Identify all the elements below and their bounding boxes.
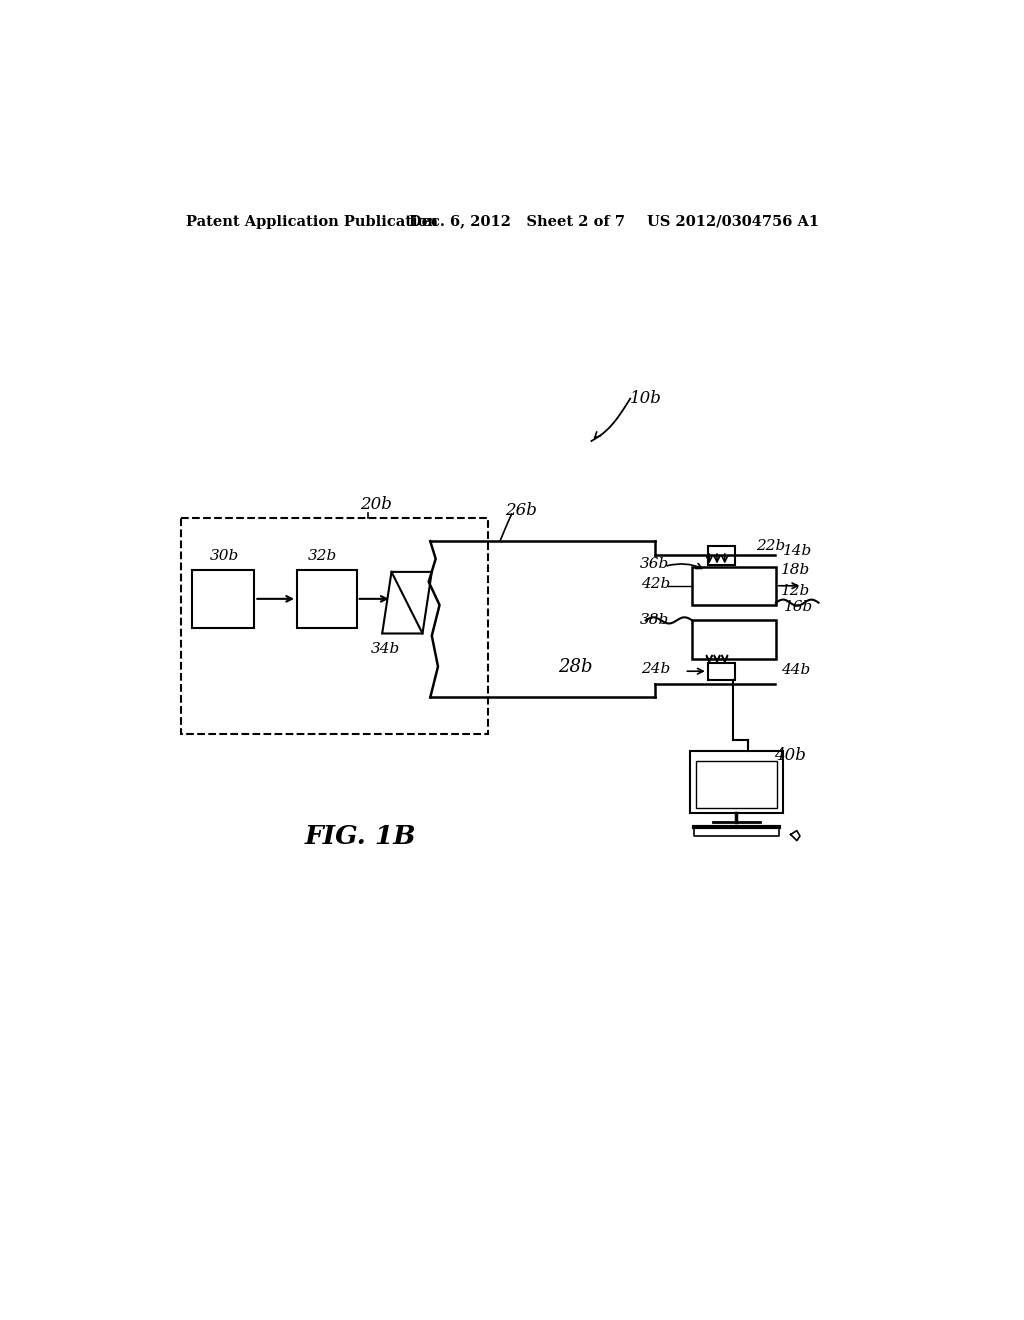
Text: 30b: 30b	[209, 549, 239, 564]
Text: Patent Application Publication: Patent Application Publication	[186, 215, 438, 228]
Text: 40b: 40b	[773, 747, 806, 764]
Text: 34b: 34b	[371, 642, 399, 656]
Bar	[692, 566, 776, 605]
Text: 20b: 20b	[360, 496, 392, 513]
Text: 38b: 38b	[640, 614, 669, 627]
Bar	[696, 762, 776, 808]
Text: 14b: 14b	[783, 544, 812, 558]
Bar	[193, 570, 254, 628]
Bar	[692, 620, 776, 659]
Text: 28b: 28b	[558, 657, 593, 676]
Text: 36b: 36b	[640, 557, 669, 572]
Text: 26b: 26b	[506, 502, 538, 519]
Text: 18b: 18b	[781, 564, 811, 577]
Bar	[690, 751, 783, 813]
Text: 44b: 44b	[781, 664, 811, 677]
Text: 32b: 32b	[308, 549, 337, 564]
Text: 10b: 10b	[630, 391, 663, 407]
Text: FIG. 1B: FIG. 1B	[305, 824, 416, 849]
Text: 12b: 12b	[781, 585, 811, 598]
Bar	[708, 545, 735, 565]
Text: 16b: 16b	[784, 599, 814, 614]
Text: 42b: 42b	[641, 577, 671, 591]
Text: US 2012/0304756 A1: US 2012/0304756 A1	[647, 215, 819, 228]
Text: Dec. 6, 2012   Sheet 2 of 7: Dec. 6, 2012 Sheet 2 of 7	[410, 215, 626, 228]
Bar	[297, 570, 356, 628]
Text: 24b: 24b	[641, 661, 671, 676]
Bar	[708, 663, 735, 681]
Text: 22b: 22b	[756, 539, 785, 553]
